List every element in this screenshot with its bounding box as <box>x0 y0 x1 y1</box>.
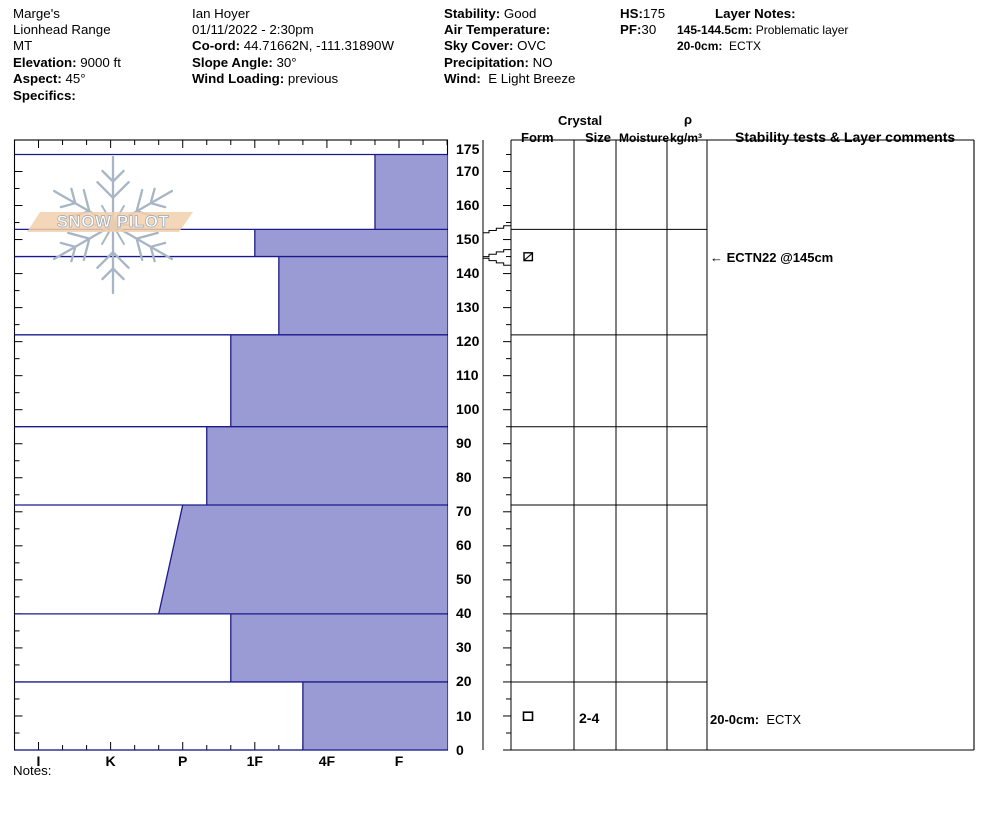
svg-text:SNOW PILOT: SNOW PILOT <box>57 212 170 231</box>
